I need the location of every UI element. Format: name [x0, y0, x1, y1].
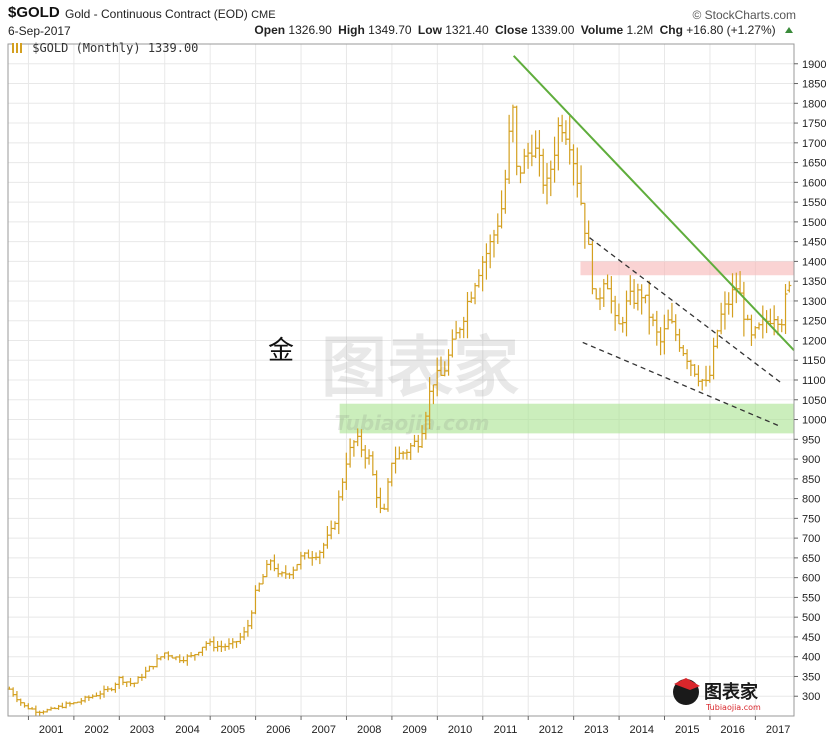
x-tick-label: 2010: [448, 724, 472, 736]
y-axis: 300 350 400 450 500 550 600 650 700 750 800 850 900 9…: [794, 59, 826, 703]
chg-value: +16.80 (+1.27%): [686, 23, 776, 37]
y-tick-label: 300: [802, 691, 820, 703]
low-value: 1321.40: [445, 23, 489, 37]
brand-link[interactable]: © StockCharts.com: [692, 8, 796, 22]
symbol-title: $GOLD: [8, 4, 60, 21]
trendlines: [512, 55, 795, 427]
ohlc-readout: Open 1326.90 High 1349.70 Low 1321.40 Cl…: [254, 23, 796, 37]
watermark-cn-text: 图表家: [321, 329, 519, 406]
chart-header: $GOLD Gold - Continuous Contract (EOD) C…: [8, 4, 830, 40]
y-tick-label: 1100: [802, 375, 826, 387]
open-value: 1326.90: [288, 23, 332, 37]
trendline-dashed: [589, 237, 784, 385]
y-tick-label: 1600: [802, 177, 826, 189]
x-tick-label: 2014: [630, 724, 654, 736]
y-tick-label: 1650: [802, 158, 826, 170]
price-chart[interactable]: 图表家 Tubiaojia.com 300 350 400 450 500 550 600 6…: [0, 38, 838, 744]
y-tick-label: 1850: [802, 79, 826, 91]
high-value: 1349.70: [368, 23, 412, 37]
y-tick-label: 350: [802, 671, 820, 683]
x-tick-label: 2007: [312, 724, 336, 736]
y-tick-label: 850: [802, 474, 820, 486]
x-tick-label: 2017: [766, 724, 790, 736]
y-tick-label: 650: [802, 553, 820, 565]
gold-character-annotation: 金: [268, 336, 295, 366]
price-zone: [339, 403, 794, 434]
watermark-en-text: Tubiaojia.com: [335, 411, 490, 435]
x-tick-label: 2005: [221, 724, 245, 736]
x-tick-label: 2002: [84, 724, 108, 736]
legend-label: $GOLD (Monthly) 1339.00: [32, 41, 199, 55]
exchange-text: CME: [251, 9, 276, 21]
volume-value: 1.2M: [626, 23, 654, 37]
y-tick-label: 1500: [802, 217, 826, 229]
price-zone: [580, 261, 794, 276]
x-tick-label: 2008: [357, 724, 381, 736]
up-triangle-icon: [785, 27, 793, 33]
x-tick-label: 2004: [175, 724, 199, 736]
y-tick-label: 1300: [802, 296, 826, 308]
trendline-solid: [512, 55, 795, 352]
x-tick-label: 2003: [130, 724, 154, 736]
y-tick-label: 900: [802, 454, 820, 466]
y-tick-label: 500: [802, 612, 820, 624]
y-tick-label: 450: [802, 632, 820, 644]
y-tick-label: 400: [802, 652, 820, 664]
y-tick-label: 1700: [802, 138, 826, 150]
x-tick-label: 2013: [584, 724, 608, 736]
high-label: High: [338, 23, 365, 37]
logo-feather-icon: [674, 678, 700, 690]
x-tick-label: 2006: [266, 724, 290, 736]
watermark: 图表家 Tubiaojia.com: [321, 329, 519, 435]
y-tick-label: 1000: [802, 415, 826, 427]
chart-date: 6-Sep-2017: [8, 24, 71, 38]
y-tick-label: 1350: [802, 276, 826, 288]
x-axis: 2001 2002 2003 2004 2005 2006 2007 2008 2009 2010…: [27, 716, 790, 736]
x-tick-label: 2011: [494, 724, 518, 736]
close-label: Close: [494, 23, 528, 37]
y-tick-label: 700: [802, 533, 820, 545]
logo-en-text: Tubiaojia.com: [705, 703, 761, 712]
close-value: 1339.00: [531, 23, 575, 37]
legend: $GOLD (Monthly) 1339.00: [12, 41, 198, 55]
x-tick-label: 2012: [539, 724, 563, 736]
description-text: Gold - Continuous Contract (EOD): [65, 7, 248, 21]
x-tick-label: 2001: [39, 724, 63, 736]
legend-swatch: [12, 43, 22, 53]
y-tick-label: 1800: [802, 98, 826, 110]
y-tick-label: 1400: [802, 256, 826, 268]
y-tick-label: 800: [802, 494, 820, 506]
low-label: Low: [417, 23, 442, 37]
symbol-description: Gold - Continuous Contract (EOD) CME: [65, 7, 276, 21]
open-label: Open: [254, 23, 286, 37]
y-tick-label: 550: [802, 592, 820, 604]
x-tick-label: 2016: [720, 724, 744, 736]
chg-label: Chg: [659, 23, 683, 37]
ohlc-bars: [7, 104, 792, 716]
logo-cn-text: 图表家: [704, 681, 759, 703]
y-tick-label: 950: [802, 434, 820, 446]
y-tick-label: 1150: [802, 355, 826, 367]
y-tick-label: 1550: [802, 197, 826, 209]
y-tick-label: 1750: [802, 118, 826, 130]
y-tick-label: 600: [802, 573, 820, 585]
y-tick-label: 1450: [802, 237, 826, 249]
x-tick-label: 2015: [675, 724, 699, 736]
brand-logo: 图表家 Tubiaojia.com: [673, 678, 761, 712]
y-tick-label: 1200: [802, 335, 826, 347]
y-tick-label: 750: [802, 513, 820, 525]
y-tick-label: 1250: [802, 316, 826, 328]
volume-label: Volume: [580, 23, 624, 37]
y-tick-label: 1900: [802, 59, 826, 71]
zones: [339, 261, 794, 434]
y-tick-label: 1050: [802, 395, 826, 407]
x-tick-label: 2009: [402, 724, 426, 736]
